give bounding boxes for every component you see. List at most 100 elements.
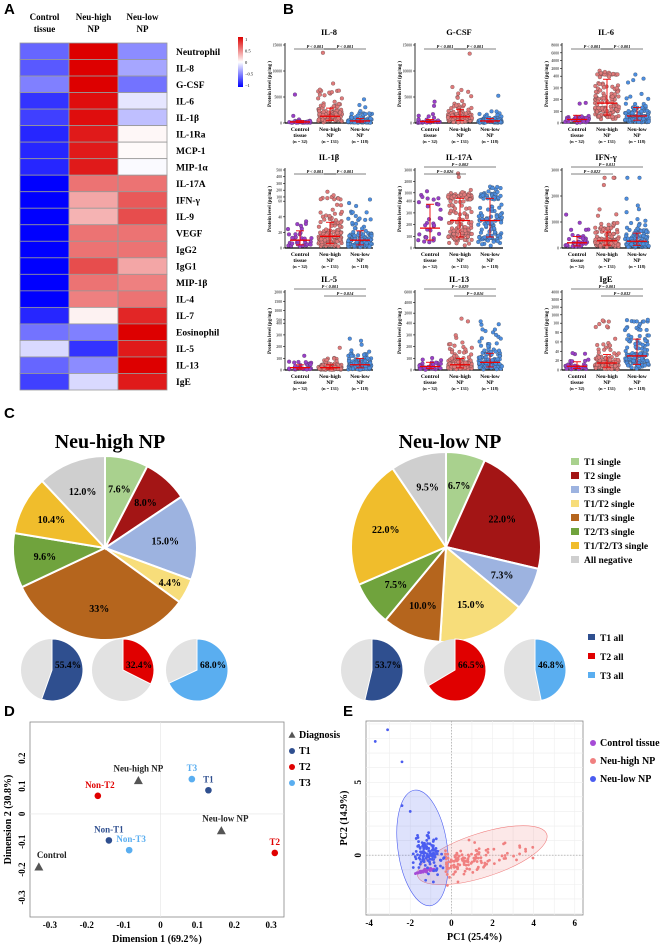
data-point bbox=[411, 861, 415, 865]
data-point bbox=[293, 232, 298, 237]
heatmap-column-label: NP bbox=[137, 24, 149, 34]
group-n: (n = 131) bbox=[321, 386, 339, 391]
legend-label: T1/T2 single bbox=[584, 500, 634, 510]
y-tick-label: -0.1 bbox=[17, 834, 27, 849]
heatmap-cell bbox=[19, 290, 70, 308]
data-point bbox=[333, 218, 338, 223]
y-tick-label: 8000 bbox=[551, 44, 559, 48]
data-point bbox=[435, 852, 439, 856]
data-point bbox=[638, 351, 643, 356]
heatmap-cell bbox=[68, 323, 119, 341]
data-point bbox=[609, 367, 614, 372]
pie-slice-label: 8.0% bbox=[134, 498, 157, 509]
pie-Neu-low NP: Neu-low NP 6.7% 22.0% 7.3% 15.0% 10.0%7.5% 22.… bbox=[350, 431, 542, 643]
data-point bbox=[322, 93, 327, 98]
data-point bbox=[456, 174, 461, 179]
data-point bbox=[564, 366, 569, 371]
data-point bbox=[644, 229, 649, 234]
p-value: P < 0.001 bbox=[307, 169, 324, 174]
data-point bbox=[601, 183, 606, 188]
group-label: tissue bbox=[293, 258, 307, 264]
heatmap-row-label: IL-4 bbox=[176, 296, 194, 306]
data-point bbox=[469, 861, 473, 865]
data-point bbox=[641, 241, 646, 247]
data-point bbox=[445, 865, 449, 868]
data-point bbox=[432, 858, 436, 861]
y-tick-label: 0 bbox=[557, 369, 559, 373]
data-point bbox=[646, 244, 651, 249]
heatmap-column-label: Neu-high bbox=[76, 12, 112, 22]
data-point bbox=[472, 856, 476, 860]
pie-Neu-high NP: Neu-high NP 7.6%8.0% 15.0% 4.4% 33% 9.6% 10.4%… bbox=[12, 431, 198, 641]
y-tick-label: 1500 bbox=[274, 300, 282, 304]
heatmap-cell bbox=[117, 141, 168, 160]
data-point bbox=[469, 209, 474, 215]
data-point bbox=[446, 220, 452, 225]
data-point bbox=[432, 869, 436, 873]
data-point bbox=[627, 227, 632, 233]
data-point bbox=[601, 360, 606, 365]
legend-marker bbox=[590, 740, 596, 746]
y-tick-label: 300 bbox=[276, 182, 282, 186]
pie-slice bbox=[364, 638, 404, 702]
data-point bbox=[363, 105, 368, 110]
data-point bbox=[290, 235, 295, 240]
data-point bbox=[465, 867, 469, 871]
data-point bbox=[335, 202, 340, 207]
data-point bbox=[624, 210, 629, 215]
data-point bbox=[644, 327, 649, 333]
data-point bbox=[623, 101, 628, 106]
group-label: tissue bbox=[423, 380, 437, 386]
data-point bbox=[462, 872, 466, 876]
data-point bbox=[577, 101, 582, 106]
data-point bbox=[611, 71, 616, 76]
group-n: (n = 131) bbox=[598, 264, 616, 269]
heatmap-row-label: IL-8 bbox=[176, 64, 194, 74]
heatmap-cell bbox=[68, 108, 119, 127]
group-label: Control bbox=[291, 252, 310, 258]
data-point bbox=[464, 195, 469, 200]
data-point bbox=[347, 336, 352, 341]
heatmap-row-label: Neutrophil bbox=[176, 48, 221, 58]
data-point bbox=[602, 69, 607, 75]
pie-slice-label: 32.4% bbox=[126, 661, 152, 671]
data-point bbox=[643, 218, 648, 223]
heatmap-cell bbox=[68, 42, 119, 60]
data-point bbox=[427, 831, 431, 835]
y-tick-label: 2000 bbox=[404, 312, 412, 316]
data-point bbox=[601, 227, 606, 232]
data-point bbox=[421, 854, 425, 858]
y-tick-label: 200 bbox=[406, 345, 412, 349]
data-point bbox=[467, 838, 471, 842]
x-axis-label: Dimension 1 (69.2%) bbox=[112, 934, 202, 945]
point-marker bbox=[271, 849, 279, 857]
group-label: Neu-high bbox=[449, 374, 471, 380]
point-label: Non-T2 bbox=[85, 780, 115, 790]
data-point bbox=[463, 111, 469, 116]
legend-label: T2/T3 single bbox=[584, 528, 634, 538]
data-point bbox=[483, 864, 486, 868]
data-point bbox=[616, 357, 621, 362]
heatmap-cell bbox=[68, 224, 119, 242]
data-point bbox=[354, 221, 359, 226]
data-point bbox=[466, 860, 470, 864]
data-point bbox=[357, 103, 362, 108]
point-label: Non-T1 bbox=[94, 824, 124, 834]
x-tick-label: -0.2 bbox=[80, 920, 95, 930]
heatmap-cell bbox=[68, 191, 119, 209]
legend-swatch bbox=[571, 500, 579, 507]
data-point bbox=[368, 360, 373, 365]
y-tick-label: 300 bbox=[406, 333, 412, 337]
scatter-plot-IL-17A: IL-17A 0 100 200 300 400 1000 2000 3000 Protein l… bbox=[398, 152, 504, 269]
data-point bbox=[629, 365, 634, 370]
data-point bbox=[296, 359, 301, 364]
heatmap-cell bbox=[117, 273, 168, 292]
scatter-plot-IL-13: IL-13 0 100 200 300 400 2000 4000 6000 Protein le… bbox=[398, 274, 504, 391]
heatmap-row-label: IL-13 bbox=[176, 362, 199, 372]
data-point bbox=[449, 106, 454, 111]
x-tick-label: 2 bbox=[490, 918, 495, 928]
data-point bbox=[432, 838, 436, 842]
data-point bbox=[346, 119, 351, 124]
data-point bbox=[605, 226, 611, 231]
